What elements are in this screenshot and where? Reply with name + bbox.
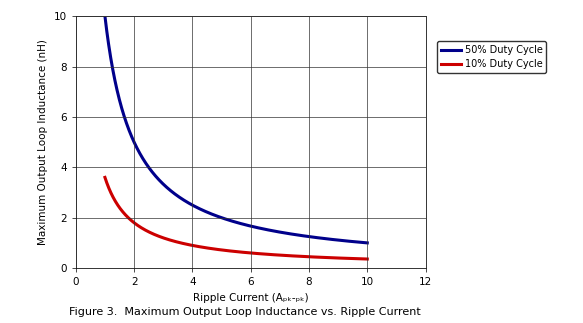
X-axis label: Ripple Current (Aₚₖ-ₚₖ): Ripple Current (Aₚₖ-ₚₖ) [193, 293, 308, 303]
10% Duty Cycle [208, 246, 215, 250]
50% Duty Cycle [128, 135, 135, 139]
Y-axis label: Maximum Output Loop Inductance (nH): Maximum Output Loop Inductance (nH) [38, 39, 48, 245]
50% Duty Cycle [306, 235, 313, 239]
10% Duty Cycle [101, 175, 108, 179]
50% Duty Cycle [364, 241, 371, 245]
Text: Figure 3.  Maximum Output Loop Inductance vs. Ripple Current: Figure 3. Maximum Output Loop Inductance… [69, 307, 421, 317]
Line: 10% Duty Cycle: 10% Duty Cycle [105, 177, 367, 259]
50% Duty Cycle [311, 235, 318, 239]
50% Duty Cycle [101, 14, 108, 18]
50% Duty Cycle [282, 231, 289, 235]
50% Duty Cycle [208, 212, 215, 216]
10% Duty Cycle [364, 257, 371, 261]
10% Duty Cycle [306, 255, 313, 259]
10% Duty Cycle [217, 248, 224, 252]
10% Duty Cycle [311, 255, 318, 259]
10% Duty Cycle [282, 254, 289, 257]
50% Duty Cycle [217, 215, 224, 219]
10% Duty Cycle [128, 219, 135, 223]
Line: 50% Duty Cycle: 50% Duty Cycle [105, 16, 367, 243]
Legend: 50% Duty Cycle, 10% Duty Cycle: 50% Duty Cycle, 10% Duty Cycle [437, 41, 546, 73]
